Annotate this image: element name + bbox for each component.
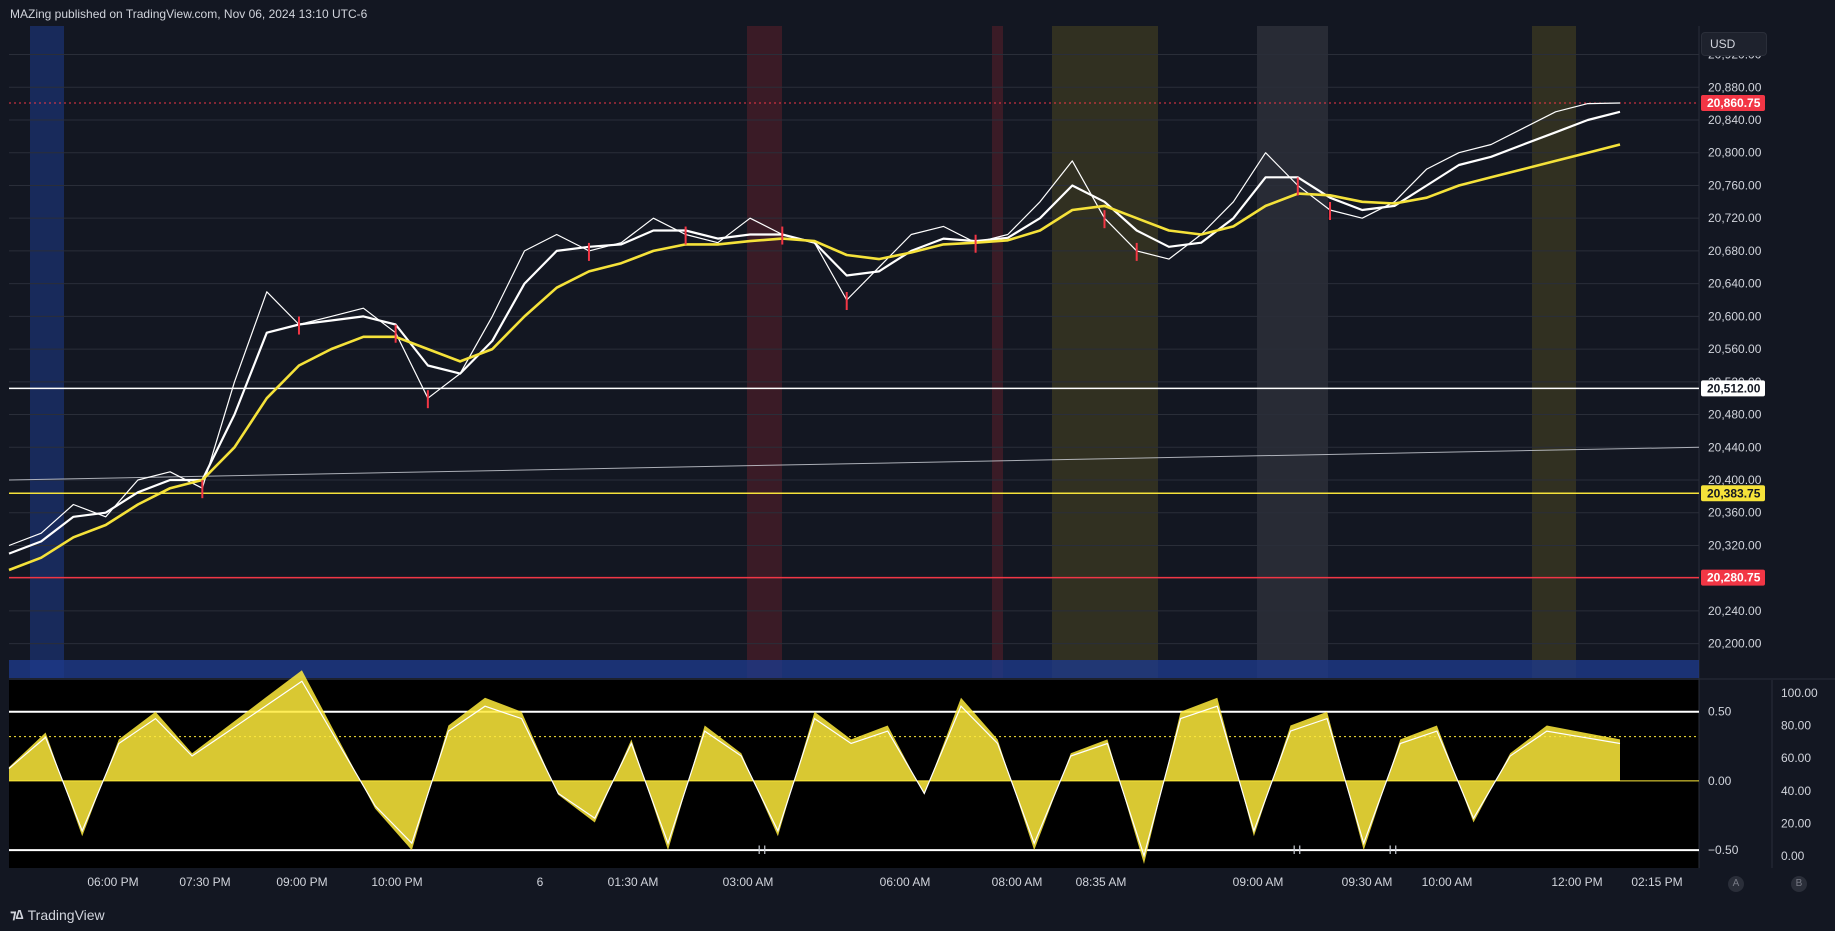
- session-bands: [9, 26, 1699, 678]
- osc-tick-label-right: 60.00: [1781, 751, 1811, 765]
- price-tick-label: 20,800.00: [1708, 146, 1762, 160]
- time-axis-ticks: 06:00 PM 07:30 PM 09:00 PM 10:00 PM 6 01:30 A…: [87, 875, 1682, 889]
- osc-marker-label: H: [1293, 843, 1302, 857]
- session-band-3: [992, 26, 1003, 678]
- level-tag-label: 20,512.00: [1707, 381, 1761, 395]
- chart-header-title: MAZing published on TradingView.com, Nov…: [10, 7, 368, 21]
- auto-scale-button[interactable]: A: [1728, 876, 1744, 892]
- log-scale-button[interactable]: B: [1791, 876, 1807, 892]
- price-gridlines: [9, 54, 1699, 645]
- time-tick-label: 08:00 AM: [992, 875, 1043, 889]
- price-tick-label: 20,320.00: [1708, 538, 1762, 552]
- price-tick-label: 20,200.00: [1708, 637, 1762, 651]
- price-tick-label: 20,840.00: [1708, 113, 1762, 127]
- price-tick-label: 20,760.00: [1708, 178, 1762, 192]
- time-tick-label: 06:00 PM: [87, 875, 138, 889]
- price-tick-label: 20,240.00: [1708, 604, 1762, 618]
- price-tick-label: 20,400.00: [1708, 473, 1762, 487]
- osc-marker-label: H: [758, 843, 767, 857]
- level-tag-bg: [1701, 95, 1765, 112]
- osc-tick-label-left: 0.00: [1708, 774, 1732, 788]
- time-tick-label: 07:30 PM: [179, 875, 230, 889]
- level-tag-label: 20,280.75: [1707, 571, 1761, 585]
- level-tag-bg: [1701, 485, 1765, 502]
- session-strip: [9, 660, 1699, 678]
- time-tick-label: 02:15 PM: [1631, 875, 1682, 889]
- osc-tick-label-right: 100.00: [1781, 686, 1818, 700]
- price-tick-label: 20,720.00: [1708, 211, 1762, 225]
- time-tick-label: 01:30 AM: [608, 875, 659, 889]
- tradingview-logo-icon: ⁊∆: [10, 907, 24, 922]
- osc-tick-label-left: 0.50: [1708, 705, 1732, 719]
- price-level-tags: 20,860.75 20,512.00 20,383.75 20,280.75: [1701, 95, 1765, 586]
- session-band-2: [747, 26, 782, 678]
- osc-axis-bg: [1773, 680, 1835, 868]
- session-band-1: [30, 26, 64, 678]
- trendline: [8, 446, 1700, 481]
- level-tag-bg: [1701, 569, 1765, 586]
- time-tick-label: 03:00 AM: [723, 875, 774, 889]
- time-tick-label: 09:00 AM: [1233, 875, 1284, 889]
- time-tick-label: 10:00 AM: [1422, 875, 1473, 889]
- price-tick-label: 20,480.00: [1708, 408, 1762, 422]
- osc-tick-label-right: 20.00: [1781, 816, 1811, 830]
- oscillator-area: [9, 670, 1620, 864]
- price-tick-label: 20,640.00: [1708, 277, 1762, 291]
- time-tick-label: 6: [537, 875, 544, 889]
- osc-tick-label-right: 80.00: [1781, 719, 1811, 733]
- price-axis-bg: [1700, 26, 1768, 678]
- session-band-4: [1052, 26, 1158, 678]
- price-level-lines: [8, 102, 1700, 579]
- osc-marker-label: H: [1389, 843, 1398, 857]
- level-tag-label: 20,383.75: [1707, 486, 1761, 500]
- session-band-5: [1257, 26, 1328, 678]
- oscillator-axis-ticks: 0.50 0.00 −0.50 100.00 80.00 60.00 40.00 20.00 0…: [1708, 686, 1818, 863]
- osc-tick-label-left: −0.50: [1708, 843, 1739, 857]
- time-tick-label: 09:30 AM: [1342, 875, 1393, 889]
- oscillator-line: [8, 680, 1621, 858]
- level-tag-bg: [1701, 380, 1765, 397]
- price-tick-label: 20,680.00: [1708, 244, 1762, 258]
- price-panel-bg: [9, 26, 1699, 678]
- tradingview-brand-text: TradingView: [27, 907, 105, 923]
- osc-tick-label-right: 40.00: [1781, 784, 1811, 798]
- price-tick-label: 20,360.00: [1708, 506, 1762, 520]
- price-tick-label: 20,880.00: [1708, 80, 1762, 94]
- level-tag-label: 20,860.75: [1707, 96, 1761, 110]
- price-tick-label: 20,440.00: [1708, 440, 1762, 454]
- currency-button[interactable]: USD: [1701, 32, 1767, 56]
- price-tick-label: 20,600.00: [1708, 309, 1762, 323]
- tradingview-logo[interactable]: ⁊∆ TradingView: [10, 907, 105, 923]
- time-tick-label: 09:00 PM: [276, 875, 327, 889]
- time-tick-label: 10:00 PM: [371, 875, 422, 889]
- time-tick-label: 12:00 PM: [1551, 875, 1602, 889]
- price-tick-label: 20,560.00: [1708, 342, 1762, 356]
- price-series: [8, 102, 1621, 572]
- session-band-6: [1532, 26, 1576, 678]
- series-line-3: [8, 143, 1621, 572]
- series-line-2: [8, 110, 1621, 555]
- time-tick-label: 08:35 AM: [1076, 875, 1127, 889]
- osc-tick-label-right: 0.00: [1781, 849, 1805, 863]
- time-tick-label: 06:00 AM: [880, 875, 931, 889]
